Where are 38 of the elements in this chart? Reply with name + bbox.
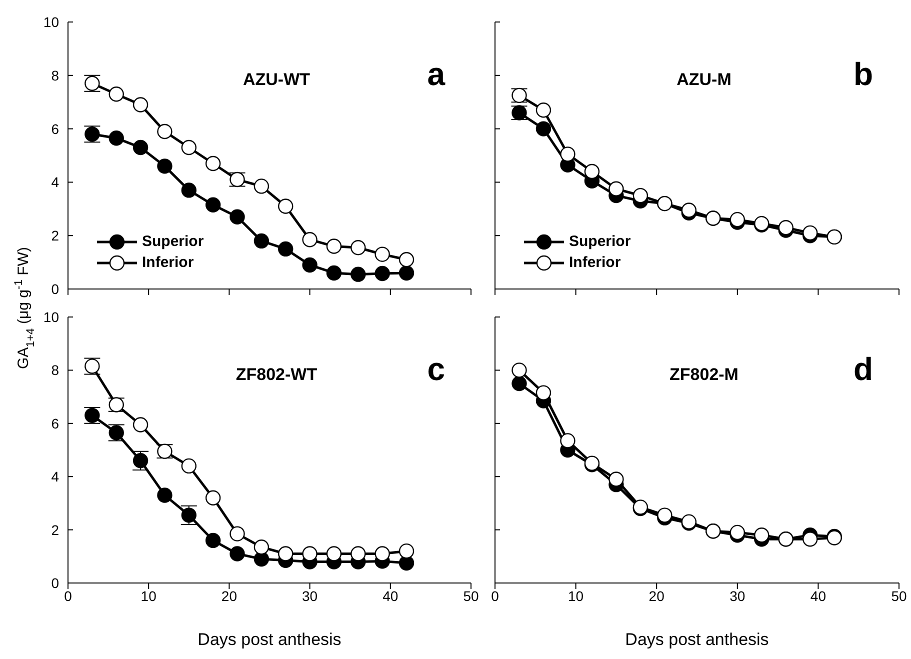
legend-label: Superior — [142, 233, 204, 250]
text: ZF802-WT — [236, 365, 318, 384]
y-tick-label: 10 — [43, 308, 60, 325]
x-tick-label: 30 — [730, 588, 746, 604]
x-tick-label: 30 — [302, 588, 318, 604]
y-tick-label: 4 — [51, 174, 60, 190]
y-tick-label: 2 — [51, 228, 60, 244]
x-tick-label: 50 — [891, 588, 907, 604]
x-tick-label: 20 — [648, 588, 665, 604]
text: AZU-M — [676, 70, 732, 89]
x-tick-label: 20 — [221, 588, 238, 604]
x-axis-title: Days post anthesis — [198, 630, 342, 649]
y-tick-label: 6 — [51, 120, 60, 137]
x-axis-title: Days post anthesis — [625, 630, 769, 649]
y-tick-label: 10 — [43, 14, 60, 30]
y-tick-label: 0 — [51, 280, 60, 297]
x-tick-label: 10 — [568, 588, 584, 604]
text: AZU-WT — [242, 70, 310, 89]
legend-label: Superior — [569, 233, 631, 250]
legend-label: Inferior — [569, 254, 621, 271]
y-tick-label: 0 — [51, 574, 60, 591]
annotation: d — [853, 351, 873, 388]
y-tick-label: 4 — [51, 468, 60, 485]
annotation: c — [427, 351, 445, 388]
legend-label: Inferior — [142, 254, 194, 271]
x-tick-label: 0 — [64, 588, 72, 604]
text: ZF802-M — [670, 365, 738, 384]
x-tick-label: 10 — [140, 588, 157, 604]
y-tick-label: 8 — [51, 362, 60, 378]
x-tick-label: 40 — [382, 588, 398, 604]
x-tick-label: 50 — [463, 588, 479, 604]
x-tick-label: 0 — [491, 588, 500, 604]
y-tick-label: 6 — [51, 415, 60, 432]
y-tick-label: 8 — [51, 67, 60, 84]
x-tick-label: 40 — [810, 588, 826, 604]
annotation: b — [853, 56, 873, 93]
annotation: a — [427, 56, 445, 93]
y-tick-label: 2 — [51, 522, 60, 538]
